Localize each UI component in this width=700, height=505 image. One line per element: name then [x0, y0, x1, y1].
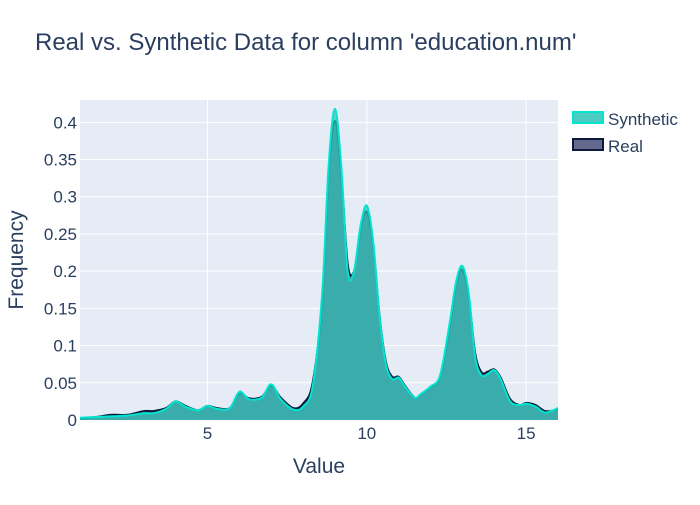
- legend-swatch-synthetic: [572, 111, 604, 124]
- legend-label-real: Real: [608, 137, 643, 156]
- synthetic-area: [80, 108, 558, 421]
- series-layer: [79, 107, 559, 421]
- y-tick-label: 0: [68, 411, 77, 430]
- legend-item-synthetic[interactable]: Synthetic: [572, 110, 678, 129]
- y-tick-label: 0.25: [44, 225, 77, 244]
- y-tick-label: 0.4: [53, 113, 77, 132]
- synthetic-line: [79, 107, 559, 419]
- x-axis-ticks: 5 10 15: [203, 424, 536, 443]
- y-tick-label: 0.3: [53, 188, 77, 207]
- y-tick-label: 0.35: [44, 151, 77, 170]
- legend-label-synthetic: Synthetic: [608, 110, 678, 129]
- y-tick-label: 0.1: [53, 337, 77, 356]
- legend[interactable]: Synthetic Real: [572, 110, 678, 156]
- legend-swatch-real: [572, 138, 604, 151]
- chart-title: Real vs. Synthetic Data for column 'educ…: [35, 29, 576, 56]
- y-axis-ticks: 0 0.05 0.1 0.15 0.2 0.25 0.3 0.35 0.4: [44, 113, 77, 430]
- y-tick-label: 0.05: [44, 374, 77, 393]
- x-tick-label: 15: [517, 424, 536, 443]
- x-axis-title: Value: [293, 455, 345, 478]
- legend-item-real[interactable]: Real: [572, 137, 643, 156]
- y-tick-label: 0.2: [53, 262, 77, 281]
- y-axis-title: Frequency: [5, 210, 28, 310]
- x-tick-label: 5: [203, 424, 212, 443]
- y-tick-label: 0.15: [44, 299, 77, 318]
- series-synthetic: [79, 107, 559, 421]
- x-tick-label: 10: [357, 424, 376, 443]
